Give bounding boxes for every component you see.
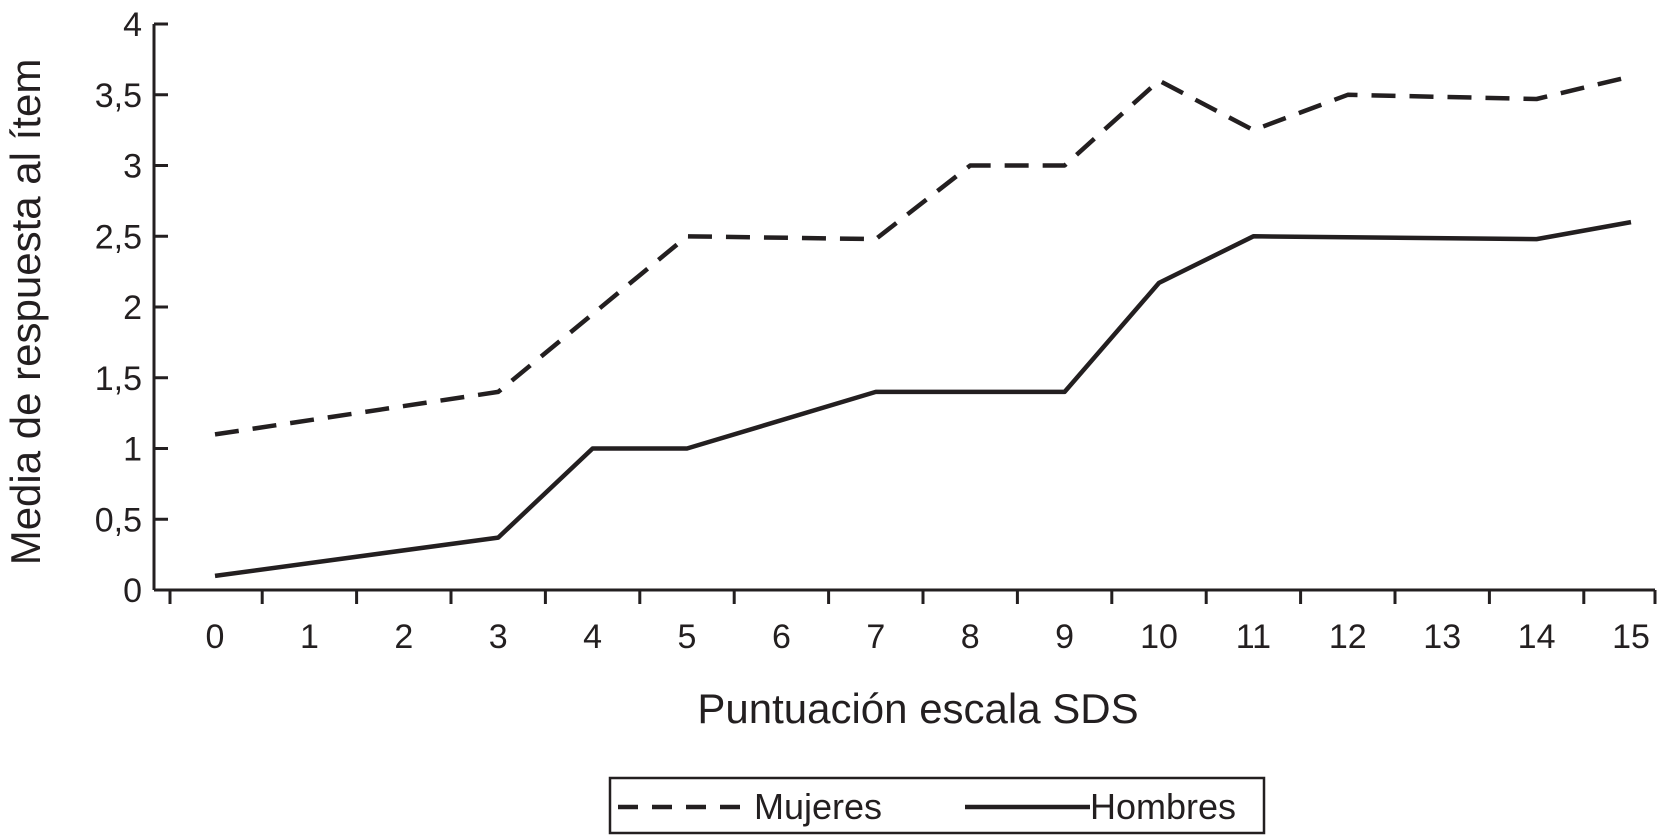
y-tick-label: 3,5: [95, 77, 142, 115]
y-tick-label: 0: [123, 572, 142, 610]
y-tick-label: 2: [123, 289, 142, 327]
y-tick-label: 4: [123, 6, 142, 44]
x-tick-label: 14: [1518, 618, 1556, 656]
series-line-hombres: [214, 219, 1632, 579]
x-tick-label: 6: [772, 618, 791, 656]
y-tick-label: 0,5: [95, 501, 142, 539]
x-tick-label: 15: [1612, 618, 1650, 656]
y-tick-label: 1: [123, 431, 142, 469]
legend-label-mujeres: Mujeres: [754, 786, 882, 827]
x-axis: 0 1 2 3 4 5 6 7 8 9 10 11 12 13 14 15: [154, 588, 1657, 656]
x-tick-label: 10: [1140, 618, 1178, 656]
x-tick-label: 4: [583, 618, 602, 656]
x-tick-label: 1: [300, 618, 319, 656]
x-tick-label: 12: [1329, 618, 1367, 656]
x-tick-label: 2: [394, 618, 413, 656]
x-tick-label: 11: [1236, 618, 1271, 656]
y-tick-label: 1,5: [95, 360, 142, 398]
y-tick-label: 2,5: [95, 218, 142, 256]
x-tick-label: 0: [206, 618, 225, 656]
x-tick-label: 8: [961, 618, 980, 656]
y-axis: 0 0,5 1 1,5 2 2,5 3 3,5 4: [95, 6, 168, 610]
y-tick-label: 3: [123, 148, 142, 186]
x-axis-title: Puntuación escala SDS: [697, 685, 1138, 732]
x-tick-label: 3: [489, 618, 508, 656]
x-tick-label: 9: [1055, 618, 1074, 656]
x-tick-label: 5: [678, 618, 697, 656]
y-axis-title: Media de respuesta al ítem: [2, 59, 49, 566]
x-tick-label: 13: [1423, 618, 1461, 656]
series-layer: [214, 74, 1632, 579]
legend: Mujeres Hombres: [608, 776, 1266, 835]
x-tick-label: 7: [866, 618, 885, 656]
legend-label-hombres: Hombres: [1090, 786, 1236, 827]
series-line-mujeres: [214, 74, 1632, 437]
legend-box: [608, 776, 1266, 835]
